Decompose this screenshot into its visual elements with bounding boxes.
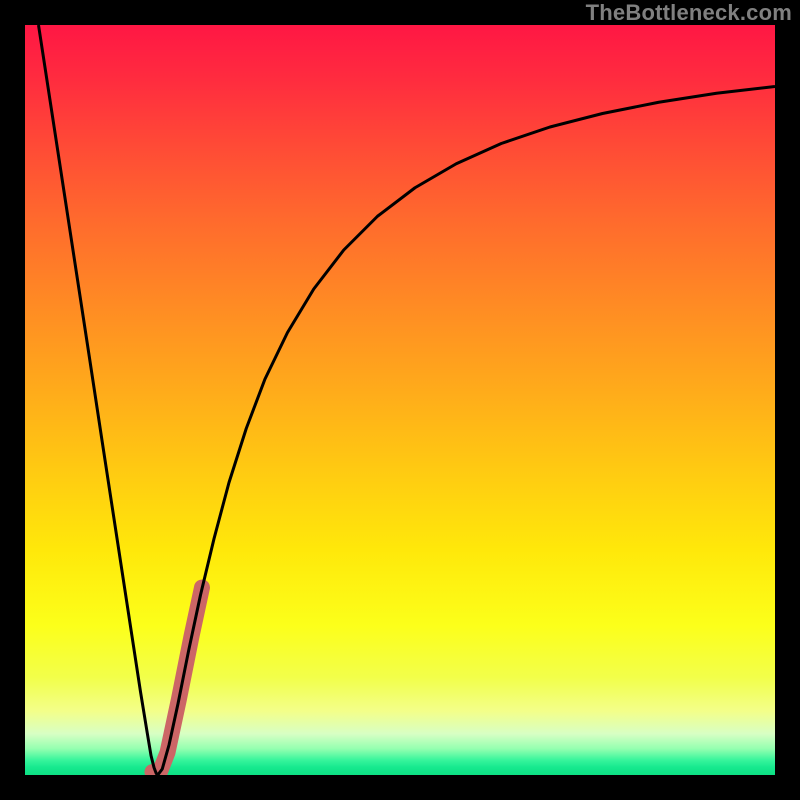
bottleneck-curve-chart (0, 0, 800, 800)
watermark-text: TheBottleneck.com (586, 0, 792, 26)
chart-container: { "watermark": { "text": "TheBottleneck.… (0, 0, 800, 800)
